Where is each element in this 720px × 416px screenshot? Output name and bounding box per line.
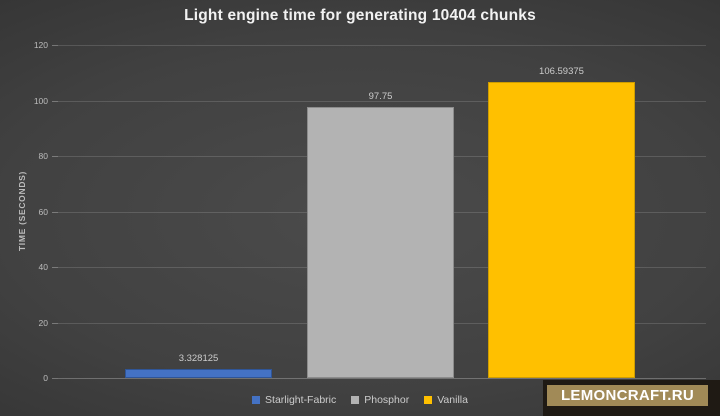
data-label-phosphor: 97.75 <box>368 90 393 102</box>
chart-legend: Starlight-Fabric Phosphor Vanilla <box>0 392 720 408</box>
y-tick-60 <box>52 211 58 213</box>
legend-item-starlight-fabric: Starlight-Fabric <box>252 394 336 406</box>
gridline-0 <box>58 378 706 379</box>
y-tick-40 <box>52 267 58 268</box>
y-tick-label-100: 100 <box>33 95 48 106</box>
y-tick-label-0: 0 <box>43 373 48 383</box>
y-tick-label-120: 120 <box>33 40 48 50</box>
legend-swatch-phosphor <box>351 396 360 404</box>
y-tick-80 <box>52 156 58 157</box>
legend-label-phosphor: Phosphor <box>364 394 410 406</box>
bar-starlight-fabric <box>125 368 272 378</box>
chart-title: Light engine time for generating 10404 c… <box>184 7 536 24</box>
y-tick-label-20: 20 <box>38 317 48 328</box>
y-tick-120 <box>52 45 58 46</box>
bar-vanilla <box>488 82 635 378</box>
watermark-badge: LEMONCRAFT.RU <box>547 385 708 406</box>
y-tick-label-40: 40 <box>38 262 48 272</box>
legend-swatch-vanilla <box>424 396 433 404</box>
y-tick-100 <box>52 100 58 102</box>
legend-label-starlight-fabric: Starlight-Fabric <box>265 394 337 406</box>
bar-phosphor <box>307 106 454 378</box>
gridline-120 <box>58 45 706 46</box>
legend-item-vanilla: Vanilla <box>424 394 468 406</box>
legend-label-vanilla: Vanilla <box>437 394 468 406</box>
y-tick-label-80: 80 <box>38 151 48 161</box>
y-tick-label-60: 60 <box>38 206 48 217</box>
legend-item-phosphor: Phosphor <box>351 394 409 406</box>
legend-swatch-starlight-fabric <box>252 396 261 404</box>
gridline-100 <box>58 100 706 102</box>
y-tick-20 <box>52 322 58 324</box>
y-tick-0 <box>52 378 58 379</box>
data-label-starlight-fabric: 3.328125 <box>178 352 219 364</box>
data-label-vanilla: 106.59375 <box>539 66 584 78</box>
